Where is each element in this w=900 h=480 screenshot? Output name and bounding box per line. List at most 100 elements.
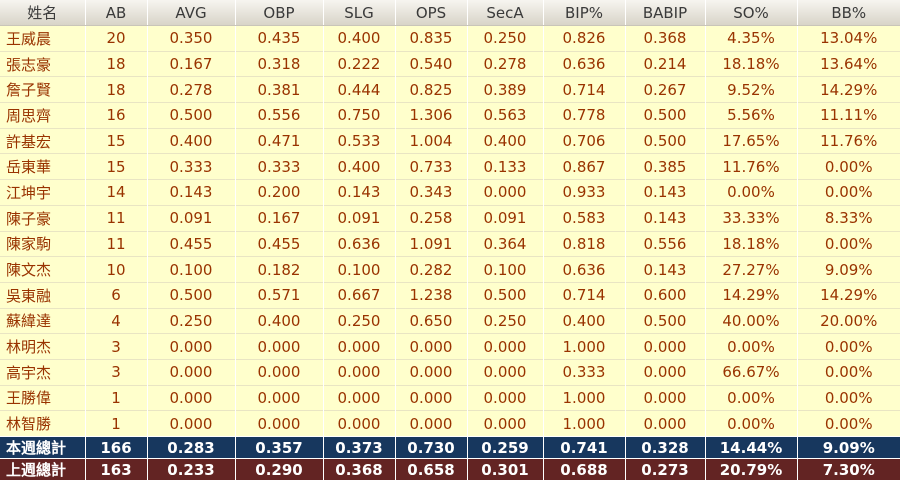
player-name: 林智勝 [0, 410, 85, 437]
stat-cell: 0.000 [234, 410, 323, 437]
stat-cell: 0.563 [466, 102, 543, 129]
stat-cell: 0.318 [234, 50, 323, 77]
column-header-slg: SLG [322, 0, 395, 26]
stat-cell: 0.826 [542, 25, 625, 52]
stat-cell: 0.778 [542, 102, 625, 129]
stat-cell: 0.000 [322, 358, 395, 386]
stat-cell: 0.282 [394, 256, 467, 283]
stat-cell: 20 [84, 25, 147, 52]
stat-cell: 14 [84, 179, 147, 206]
stat-cell: 1.000 [542, 384, 625, 411]
stat-cell: 0.250 [146, 307, 235, 334]
stat-cell: 8.33% [796, 204, 900, 231]
stat-cell: 0.350 [146, 25, 235, 52]
player-name: 高宇杰 [0, 358, 85, 386]
player-name: 陳文杰 [0, 256, 85, 283]
stat-cell: 0.333 [146, 153, 235, 180]
stat-cell: 0.455 [146, 230, 235, 257]
total-label: 上週總計 [0, 458, 85, 480]
stat-cell: 0.250 [322, 307, 395, 334]
total-label: 本週總計 [0, 436, 85, 459]
table-row: 吳東融 6 0.500 0.571 0.667 1.238 0.500 0.714 0.600 1… [0, 281, 900, 309]
stat-cell: 0.435 [234, 25, 323, 52]
total-stat-cell: 0.373 [322, 436, 395, 459]
player-name: 張志豪 [0, 50, 85, 77]
stat-cell: 13.04% [796, 25, 900, 52]
stat-cell: 0.636 [322, 230, 395, 257]
stat-cell: 3 [84, 358, 147, 386]
stat-cell: 4 [84, 307, 147, 334]
stat-cell: 14.29% [704, 281, 797, 309]
table-row: 張志豪 18 0.167 0.318 0.222 0.540 0.278 0.636 0.214… [0, 50, 900, 77]
stat-cell: 13.64% [796, 50, 900, 77]
stat-cell: 0.500 [146, 102, 235, 129]
stat-cell: 0.455 [234, 230, 323, 257]
stat-cell: 0.400 [322, 25, 395, 52]
stat-cell: 17.65% [704, 127, 797, 154]
stat-cell: 0.278 [466, 50, 543, 77]
stat-cell: 0.650 [394, 307, 467, 334]
stat-cell: 1.000 [542, 410, 625, 437]
stat-cell: 0.000 [322, 410, 395, 437]
stat-cell: 0.540 [394, 50, 467, 77]
total-stat-cell: 0.283 [146, 436, 235, 459]
total-stat-cell: 0.368 [322, 458, 395, 480]
stat-cell: 0.000 [146, 333, 235, 360]
stat-cell: 1 [84, 410, 147, 437]
player-name: 陳家駒 [0, 230, 85, 257]
stat-cell: 0.143 [322, 179, 395, 206]
stat-cell: 0.000 [466, 179, 543, 206]
stat-cell: 0.636 [542, 256, 625, 283]
stat-cell: 11.11% [796, 102, 900, 129]
stat-cell: 0.000 [394, 384, 467, 411]
stat-cell: 0.000 [466, 410, 543, 437]
stat-cell: 16 [84, 102, 147, 129]
table-row: 高宇杰 3 0.000 0.000 0.000 0.000 0.000 0.333 0.000 6… [0, 358, 900, 386]
player-name: 周思齊 [0, 102, 85, 129]
stat-cell: 18.18% [704, 50, 797, 77]
stat-cell: 6 [84, 281, 147, 309]
stat-cell: 0.00% [796, 410, 900, 437]
stat-cell: 0.533 [322, 127, 395, 154]
stat-cell: 0.343 [394, 179, 467, 206]
stat-cell: 0.000 [234, 333, 323, 360]
total-stat-cell: 0.658 [394, 458, 467, 480]
column-header-bip: BIP% [542, 0, 625, 26]
stat-cell: 0.00% [796, 384, 900, 411]
stat-cell: 0.00% [704, 333, 797, 360]
player-name: 林明杰 [0, 333, 85, 360]
table-row: 林智勝 1 0.000 0.000 0.000 0.000 0.000 1.000 0.000 0… [0, 410, 900, 437]
stat-cell: 1.000 [542, 333, 625, 360]
stat-cell: 0.444 [322, 76, 395, 103]
stat-cell: 0.500 [624, 102, 705, 129]
stat-cell: 0.933 [542, 179, 625, 206]
stat-cell: 9.09% [796, 256, 900, 283]
total-stat-cell: 0.233 [146, 458, 235, 480]
stat-cell: 27.27% [704, 256, 797, 283]
stat-cell: 0.500 [466, 281, 543, 309]
column-header-ops: OPS [394, 0, 467, 26]
stat-cell: 0.091 [466, 204, 543, 231]
stat-cell: 0.381 [234, 76, 323, 103]
table-row: 林明杰 3 0.000 0.000 0.000 0.000 0.000 1.000 0.000 0… [0, 333, 900, 360]
table-foot: 本週總計 166 0.283 0.357 0.373 0.730 0.259 0.741 0.3… [0, 436, 900, 480]
stat-cell: 18.18% [704, 230, 797, 257]
player-name: 岳東華 [0, 153, 85, 180]
stat-cell: 1.306 [394, 102, 467, 129]
stat-cell: 0.200 [234, 179, 323, 206]
stat-cell: 0.750 [322, 102, 395, 129]
stat-cell: 0.556 [234, 102, 323, 129]
stat-cell: 9.52% [704, 76, 797, 103]
stat-cell: 3 [84, 333, 147, 360]
stat-cell: 11.76% [796, 127, 900, 154]
total-stat-cell: 0.301 [466, 458, 543, 480]
stat-cell: 0.571 [234, 281, 323, 309]
stat-cell: 0.000 [146, 410, 235, 437]
stat-cell: 0.133 [466, 153, 543, 180]
stat-cell: 0.182 [234, 256, 323, 283]
stat-cell: 0.143 [146, 179, 235, 206]
stat-cell: 11.76% [704, 153, 797, 180]
total-stat-cell: 0.730 [394, 436, 467, 459]
stat-cell: 0.000 [624, 410, 705, 437]
